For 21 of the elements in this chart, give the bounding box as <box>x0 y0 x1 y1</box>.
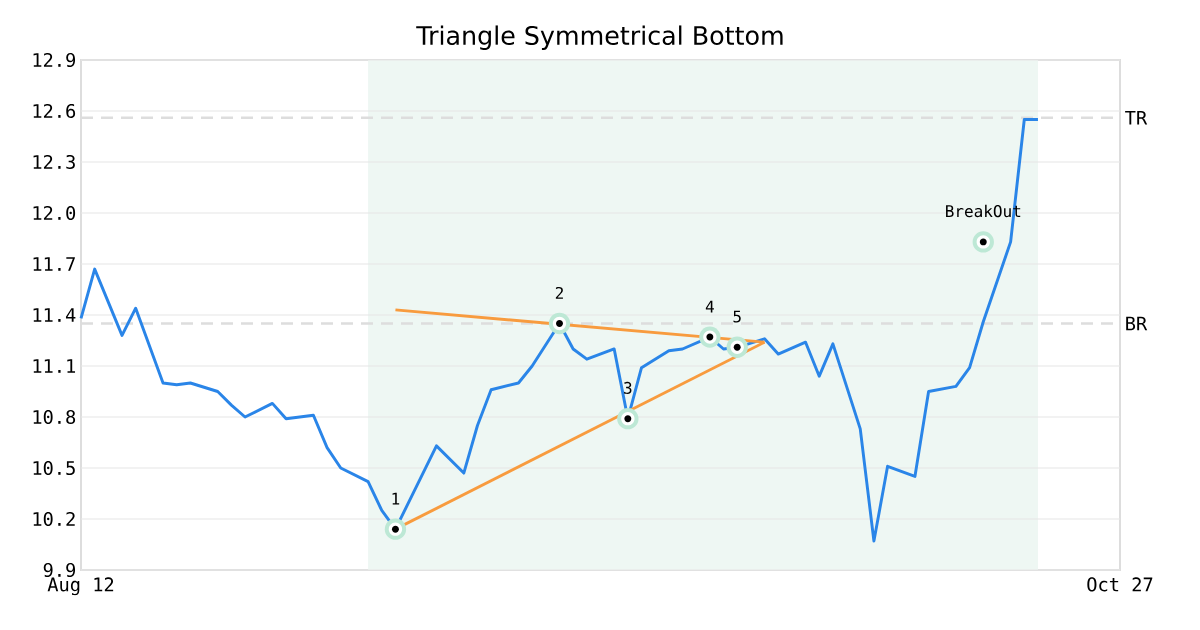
y-tick-label: 11.7 <box>33 257 75 271</box>
y-tick-label: 10.8 <box>33 409 76 425</box>
ref-line-label: BR <box>1126 316 1148 331</box>
y-tick-label: 12.6 <box>33 103 76 119</box>
y-tick-label: 10.5 <box>33 460 75 476</box>
annotation: 5 <box>733 310 741 323</box>
y-tick-label: 12.0 <box>33 205 76 221</box>
x-tick-label: Oct 27 <box>1087 577 1153 592</box>
y-tick-label: 11.1 <box>33 359 76 373</box>
y-tick-label: 12.9 <box>33 52 76 68</box>
y-tick-label: 10.2 <box>33 511 75 527</box>
annotation: 3 <box>624 381 632 394</box>
annotation: 4 <box>705 300 714 313</box>
chart-title: Triangle Symmetrical Bottom <box>416 25 783 50</box>
y-tick-label: 12.3 <box>33 154 75 170</box>
annotation: 2 <box>555 286 563 299</box>
annotation: 1 <box>392 492 400 505</box>
x-tick-label: Aug 12 <box>47 577 114 596</box>
y-tick-label: 11.4 <box>33 308 76 322</box>
y-tick-label: 9.9 <box>43 562 76 578</box>
ref-line-label: TR <box>1125 110 1148 125</box>
